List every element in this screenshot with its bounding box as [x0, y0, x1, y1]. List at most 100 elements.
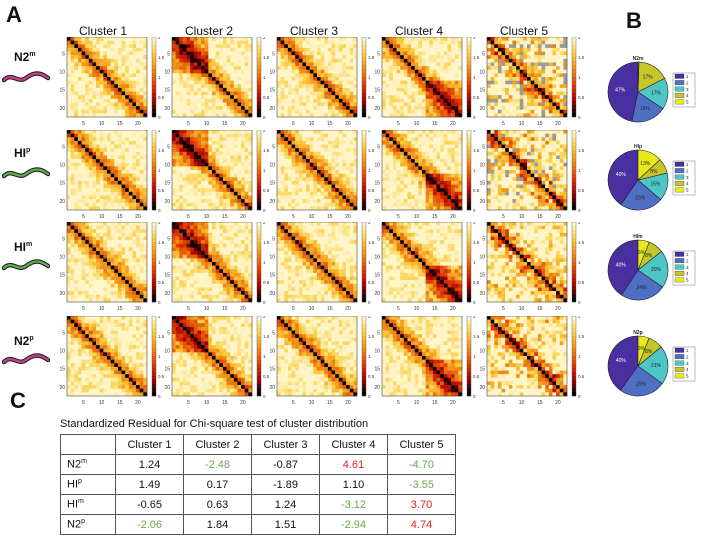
heatmap-cell	[313, 91, 318, 96]
heatmap-cell	[197, 109, 202, 114]
heatmap-cell	[88, 58, 93, 63]
heatmap-cell	[537, 66, 542, 70]
heatmap-cell	[487, 69, 491, 74]
colorbar-segment	[257, 186, 261, 191]
heatmap-cell	[237, 188, 242, 193]
heatmap-cell	[244, 130, 249, 134]
heatmap-cell	[222, 58, 227, 63]
heatmap-cell	[447, 106, 452, 110]
heatmap-cell	[85, 106, 90, 110]
heatmap-cell	[537, 133, 542, 138]
heatmap-cell	[74, 133, 79, 138]
heatmap-cell	[346, 66, 350, 70]
heatmap-cell	[487, 159, 491, 163]
heatmap-cell	[559, 140, 564, 145]
heatmap-cell	[132, 173, 137, 178]
heatmap-cell	[215, 133, 220, 138]
heatmap-cell	[389, 144, 394, 149]
heatmap-cell	[497, 106, 502, 110]
heatmap-cell	[505, 69, 510, 74]
heatmap-cell	[451, 113, 455, 118]
heatmap-cell	[182, 84, 187, 89]
heatmap-cell	[490, 102, 495, 107]
heatmap-cell	[226, 109, 231, 114]
heatmap-cell	[527, 47, 531, 52]
heatmap-cell	[418, 47, 423, 52]
heatmap-cell	[530, 148, 535, 153]
heatmap-cell	[99, 40, 104, 45]
heatmap-cell	[143, 137, 148, 142]
heatmap-cell	[302, 195, 307, 200]
heatmap-cell	[81, 95, 86, 100]
heatmap-frame	[66, 130, 148, 211]
heatmap-cell	[99, 180, 104, 185]
heatmap-cell	[226, 62, 231, 67]
heatmap-cell	[512, 137, 517, 142]
heatmap-cell	[92, 91, 97, 96]
heatmap-cell	[418, 137, 423, 142]
heatmap-cell	[208, 155, 213, 160]
heatmap-cell	[490, 148, 495, 153]
heatmap-cell	[534, 73, 539, 78]
heatmap-cell	[497, 173, 502, 178]
heatmap-cell	[414, 133, 419, 138]
heatmap-cell	[291, 206, 296, 211]
heatmap-cell	[505, 162, 510, 167]
heatmap-cell	[436, 133, 441, 138]
heatmap-cell	[537, 162, 542, 167]
heatmap-cell	[107, 95, 111, 100]
heatmap-cell	[244, 84, 249, 89]
heatmap-cell	[193, 51, 198, 56]
heatmap-cell	[418, 199, 423, 203]
colorbar-segment	[362, 57, 366, 62]
heatmap-cell	[201, 47, 205, 52]
heatmap-cell	[443, 87, 448, 92]
heatmap-cell	[385, 140, 390, 145]
heatmap-cell	[407, 140, 412, 145]
heatmap-cell	[556, 109, 560, 114]
heatmap-cell	[172, 77, 176, 81]
heatmap-cell	[85, 166, 90, 171]
heatmap-cell	[403, 170, 408, 174]
heatmap-cell	[117, 170, 122, 174]
heatmap-cell	[88, 133, 93, 138]
heatmap-cell	[443, 44, 448, 49]
heatmap-cell	[74, 195, 79, 200]
heatmap-cell	[74, 80, 79, 85]
heatmap-cell	[523, 73, 528, 78]
heatmap-cell	[425, 87, 430, 92]
heatmap-cell	[139, 77, 144, 81]
heatmap-cell	[490, 144, 495, 149]
heatmap-cell	[74, 55, 79, 60]
heatmap-cell	[143, 80, 148, 85]
heatmap-cell	[226, 51, 231, 56]
heatmap-cell	[317, 170, 321, 174]
heatmap-cell	[349, 199, 354, 203]
heatmap-cell	[407, 66, 412, 70]
heatmap-cell	[346, 144, 350, 149]
heatmap-cell	[136, 73, 140, 78]
heatmap-cell	[317, 58, 321, 63]
heatmap-cell	[233, 173, 238, 178]
heatmap-cell	[230, 170, 235, 174]
heatmap-cell	[563, 148, 568, 153]
heatmap-cell	[212, 137, 216, 142]
heatmap-cell	[125, 199, 130, 203]
heatmap-cell	[208, 130, 213, 134]
heatmap-cell	[233, 180, 238, 185]
heatmap-cell	[556, 95, 560, 100]
heatmap-cell	[487, 73, 491, 78]
heatmap-cell	[222, 148, 227, 153]
heatmap-cell	[392, 66, 397, 70]
heatmap-cell	[545, 102, 550, 107]
heatmap-cell	[534, 109, 539, 114]
heatmap-cell	[411, 109, 415, 114]
heatmap-cell	[516, 137, 520, 142]
heatmap-cell	[204, 95, 209, 100]
heatmap-cell	[425, 155, 430, 160]
heatmap-cell	[342, 77, 347, 81]
heatmap-cell	[537, 44, 542, 49]
heatmap-cell	[385, 173, 390, 178]
heatmap-cell	[335, 77, 340, 81]
heatmap-cell	[396, 40, 401, 45]
